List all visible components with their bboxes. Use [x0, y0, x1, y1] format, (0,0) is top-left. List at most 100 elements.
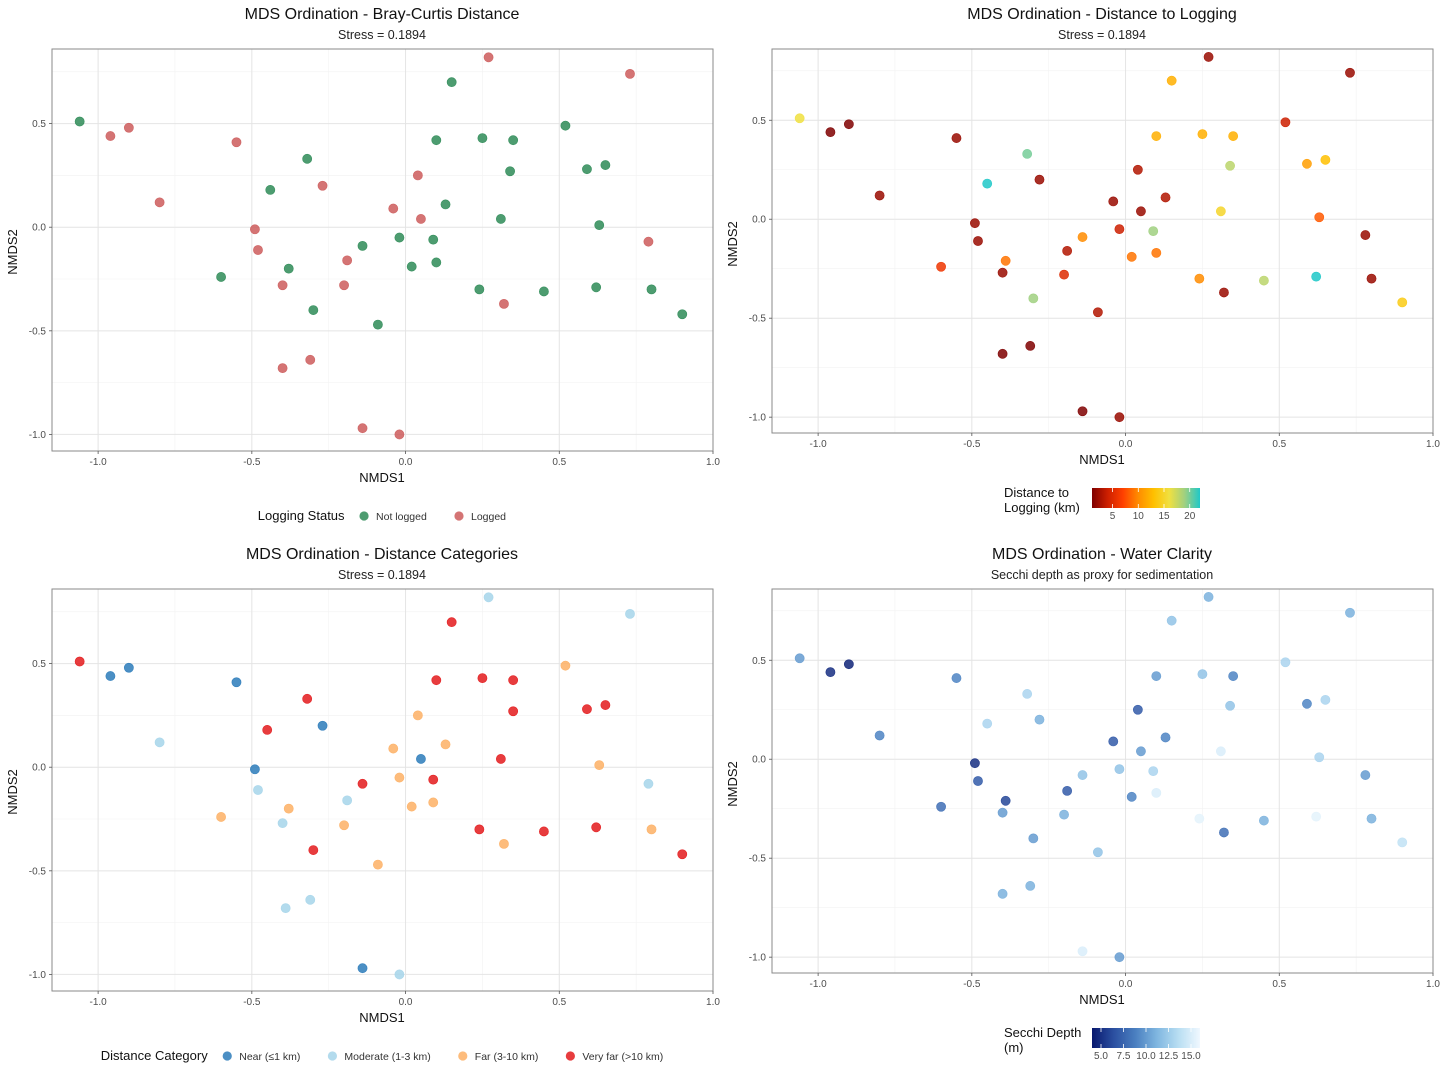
colorbar — [1092, 488, 1200, 508]
data-point — [1114, 952, 1125, 963]
legend-key — [222, 1051, 232, 1061]
data-point — [283, 263, 294, 274]
panel-bray-curtis: MDS Ordination - Bray-Curtis Distance St… — [5, 6, 720, 523]
data-point — [305, 354, 316, 365]
data-point — [305, 894, 316, 905]
x-tick-label: -0.5 — [243, 457, 261, 468]
data-point — [582, 164, 592, 175]
data-point — [446, 77, 457, 88]
data-point — [1320, 154, 1331, 165]
data-point — [936, 261, 946, 272]
y-axis-label: NMDS2 — [5, 769, 20, 815]
data-point — [357, 240, 368, 251]
data-point — [474, 824, 485, 835]
x-tick-label: 0.0 — [399, 997, 413, 1008]
data-point — [1228, 671, 1239, 681]
data-point — [1311, 811, 1322, 822]
data-point — [1366, 813, 1377, 824]
data-point — [1136, 746, 1146, 757]
data-point — [394, 969, 405, 980]
legend-label: Not logged — [376, 511, 427, 523]
legend-label: Moderate (1-3 km) — [344, 1051, 430, 1063]
data-point — [394, 232, 405, 243]
data-point — [1000, 795, 1011, 806]
x-tick-label: -0.5 — [243, 997, 261, 1008]
data-point — [357, 963, 368, 974]
data-point — [416, 214, 426, 224]
plot-area: -1.0 -0.5 0.0 0.5 1.0 -1.0 -0.5 0.0 0.5 — [749, 588, 1440, 990]
legend-label: Logged — [471, 511, 506, 523]
data-point — [406, 801, 417, 812]
data-point — [308, 305, 319, 315]
data-point — [1259, 815, 1269, 826]
data-point — [505, 166, 515, 177]
x-tick-label: 1.0 — [706, 457, 720, 468]
data-point — [508, 135, 519, 146]
data-point — [1151, 787, 1162, 798]
data-point — [250, 764, 260, 775]
data-point — [431, 675, 442, 686]
chart-subtitle: Stress = 0.1894 — [338, 28, 426, 42]
colorbar-tick-label: 7.5 — [1117, 1051, 1131, 1062]
data-point — [495, 754, 506, 764]
data-point — [997, 267, 1008, 278]
x-tick-label: -1.0 — [809, 439, 827, 450]
plot-border — [51, 588, 714, 992]
data-point — [1215, 206, 1226, 217]
data-point — [440, 739, 451, 750]
chart-subtitle: Stress = 0.1894 — [338, 568, 426, 582]
data-point — [154, 197, 165, 208]
x-tick-label: -1.0 — [809, 979, 827, 990]
data-point — [477, 673, 488, 684]
plot-area: -1.0 -0.5 0.0 0.5 1.0 -1.0 -0.5 0.0 0.5 — [29, 48, 720, 468]
colorbar-tick-label: 10 — [1133, 511, 1145, 522]
data-point — [643, 236, 654, 247]
chart-subtitle: Stress = 0.1894 — [1058, 28, 1146, 42]
data-point — [997, 807, 1008, 818]
plot-border — [51, 48, 714, 452]
data-point — [74, 656, 85, 667]
data-point — [262, 725, 273, 735]
data-point — [1194, 813, 1205, 824]
data-point — [1148, 226, 1159, 237]
plot-area: -1.0 -0.5 0.0 0.5 1.0 -1.0 -0.5 0.0 0.5 — [29, 588, 720, 1008]
data-point — [1228, 131, 1239, 141]
plot-background — [772, 589, 1433, 973]
data-point — [1025, 341, 1036, 351]
legend-key — [454, 511, 464, 521]
y-tick-label: -1.0 — [29, 430, 47, 441]
data-point — [1280, 657, 1291, 668]
colorbar-tick-label: 20 — [1184, 511, 1196, 522]
x-tick-label: -0.5 — [963, 439, 981, 450]
x-axis-label: NMDS1 — [1079, 992, 1125, 1007]
data-point — [508, 675, 519, 686]
data-point — [1126, 791, 1137, 802]
data-point — [308, 845, 319, 855]
y-tick-label: 0.5 — [32, 119, 46, 130]
data-point — [123, 122, 134, 133]
data-point — [591, 282, 602, 293]
data-point — [231, 677, 242, 688]
data-point — [1059, 269, 1069, 280]
data-point — [1160, 732, 1171, 743]
y-tick-label: -1.0 — [749, 953, 767, 964]
data-point — [1314, 752, 1325, 763]
legend-label: Near (≤1 km) — [239, 1051, 300, 1063]
data-point — [1259, 275, 1269, 286]
y-axis-label: NMDS2 — [725, 761, 740, 807]
y-axis-label: NMDS2 — [5, 229, 20, 275]
x-tick-label: 0.5 — [1272, 979, 1286, 990]
y-tick-label: 0.0 — [32, 223, 46, 234]
colorbar-title: (m) — [1004, 1040, 1024, 1055]
data-point — [582, 704, 592, 715]
panel-water-clarity: MDS Ordination - Water Clarity Secchi de… — [725, 546, 1440, 1062]
colorbar-tick-label: 15.0 — [1181, 1051, 1201, 1062]
x-tick-label: 1.0 — [706, 997, 720, 1008]
data-point — [499, 838, 509, 849]
data-point — [600, 700, 611, 710]
data-point — [1077, 406, 1088, 417]
data-point — [1397, 837, 1408, 848]
data-point — [677, 849, 688, 860]
legend-key — [458, 1051, 468, 1061]
